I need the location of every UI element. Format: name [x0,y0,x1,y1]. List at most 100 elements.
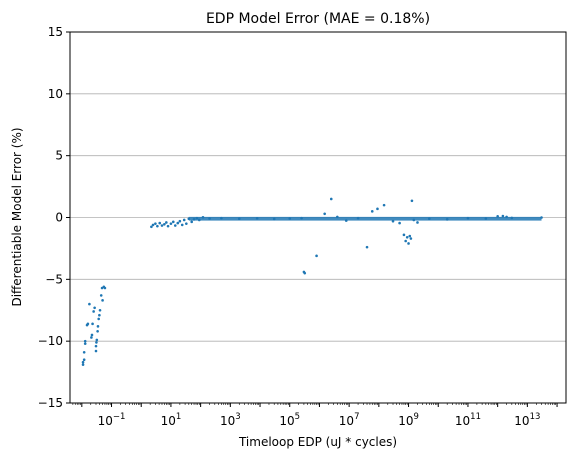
data-point [445,218,449,221]
data-point [365,245,369,249]
data-point [187,217,191,221]
data-point [344,219,348,222]
data-point [83,339,87,343]
data-points [81,197,543,366]
data-point [466,216,470,220]
data-point [178,219,182,223]
x-tick-label: 10−1 [98,412,126,428]
data-point [405,235,409,239]
data-point [182,218,186,222]
data-point [303,271,307,275]
data-point [382,203,386,207]
data-point [376,207,379,211]
x-tick-label: 103 [220,412,241,428]
data-point [272,217,276,221]
data-point [91,322,94,326]
data-point [171,220,175,224]
chart-title: EDP Model Error (MAE = 0.18%) [206,11,430,27]
data-point [501,214,505,218]
y-axis-label: Differentiable Model Error (%) [10,127,24,306]
y-tick-label: 15 [48,25,63,39]
data-point [329,197,333,201]
y-tick-label: 10 [48,87,63,101]
data-point [95,338,99,342]
x-axis-ticks: 10−1 101 103 105 107 109 1011 1013 [72,403,558,428]
data-point [185,222,188,225]
data-point [510,216,514,220]
data-point [190,220,193,224]
data-point [173,224,177,227]
data-point [192,218,196,221]
data-point [336,215,339,219]
data-point [370,210,374,213]
data-point [496,214,499,218]
data-point [300,216,303,220]
x-tick-label: 109 [398,412,419,428]
data-point [166,224,170,228]
data-point [99,294,103,297]
y-tick-label: −10 [38,334,63,348]
data-point [81,360,85,364]
data-point [101,299,104,302]
data-point [82,350,86,354]
data-point [323,212,326,216]
data-point [82,358,86,362]
data-point [90,333,94,337]
data-point [151,223,155,227]
data-point [169,222,173,225]
data-point [402,233,406,237]
data-point [398,221,401,225]
data-point [237,217,241,221]
x-tick-label: 105 [279,412,300,428]
data-point [96,329,99,333]
dense-point-band [188,216,542,221]
data-point [197,218,201,222]
data-point [92,310,95,313]
data-point [288,217,292,220]
x-tick-label: 1013 [514,412,540,428]
data-point [165,221,168,224]
data-point [83,342,87,345]
data-point [176,221,180,225]
y-tick-label: 0 [55,211,63,225]
data-point [95,341,98,344]
data-point [98,313,101,317]
data-point [404,239,407,243]
data-point [356,216,360,220]
data-point [93,306,96,310]
data-point [540,216,543,219]
data-point [315,254,318,258]
x-tick-label: 101 [161,412,182,428]
dense-point-bands [188,216,542,221]
data-point [416,221,419,224]
data-point [156,224,159,228]
data-point [94,349,98,353]
data-point [90,336,93,339]
data-point [255,216,259,220]
data-point [98,308,102,312]
data-point [163,223,166,226]
data-point [88,302,91,306]
data-point [160,224,164,227]
data-point [150,225,153,229]
data-point [428,217,431,221]
data-point [412,218,416,222]
data-point [391,219,395,223]
y-axis-ticks: 15 10 5 0 −5 −10 −15 [38,25,70,410]
y-tick-label: 5 [55,149,63,163]
data-point [96,325,100,328]
data-point [94,344,98,348]
data-point [409,237,413,240]
data-point [81,363,85,366]
data-point [97,317,100,321]
data-point [505,215,508,219]
data-point [158,221,162,225]
x-tick-label: 107 [339,412,360,428]
data-point [86,322,90,326]
y-tick-label: −15 [38,396,63,410]
data-point [410,199,414,203]
data-point [484,217,488,220]
data-point [407,242,410,245]
